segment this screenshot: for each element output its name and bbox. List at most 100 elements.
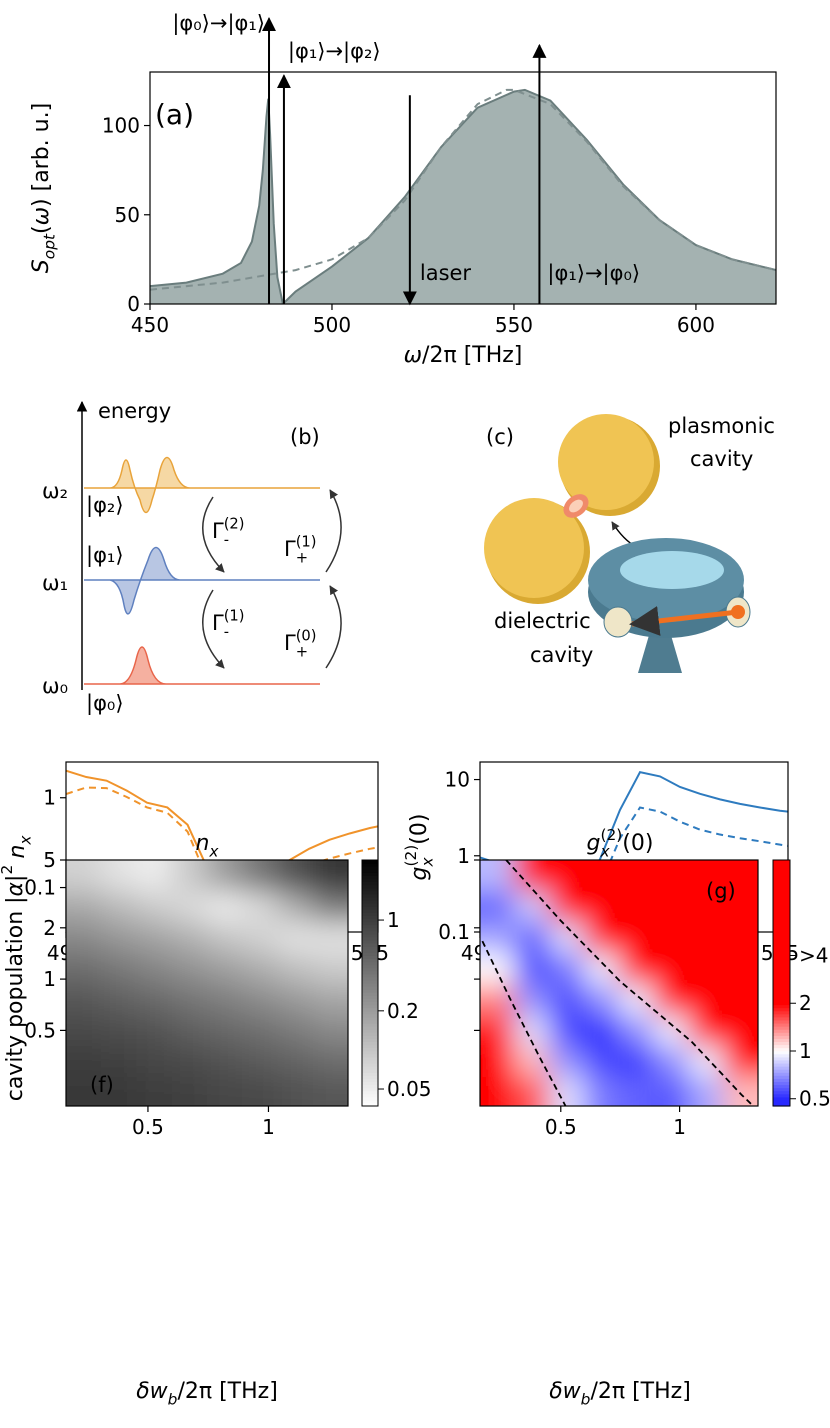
plot-frame [65, 859, 349, 1107]
colorbar-stripe [773, 1093, 790, 1098]
y-axis-label: cavity population |α|2 [0, 865, 28, 1102]
text-part: /2π [THz] [422, 343, 522, 368]
colorbar-stripe [773, 866, 790, 870]
state-label: |φ₁⟩ [86, 543, 124, 568]
colorbar-stripe [362, 887, 378, 892]
colorbar-stripe [773, 1072, 790, 1076]
hotspot [569, 499, 583, 513]
colorbar-stripe [362, 1075, 378, 1079]
heatmap-cell [242, 890, 279, 923]
y-tick-label: 0.5 [24, 1018, 56, 1042]
text-part: n [5, 845, 30, 859]
colorbar-stripe [362, 1102, 378, 1107]
heatmap-cell [584, 860, 620, 892]
heatmap-cell [207, 890, 243, 923]
colorbar-stripe [362, 943, 378, 947]
colorbar-stripe [773, 860, 790, 864]
heatmap-cell [171, 890, 208, 923]
colorbar-stripe [773, 1010, 790, 1015]
heatmap-cells [66, 860, 348, 1106]
text-part: g [587, 831, 601, 856]
contour-line [505, 860, 754, 1106]
y-axis-label: gx(2)(0) [402, 814, 437, 881]
heatmap-cell [136, 890, 173, 923]
heatmap-cell [480, 860, 516, 892]
colorbar-stripe [773, 927, 790, 932]
colorbar-stripe [773, 903, 790, 907]
colorbar-stripe [362, 1047, 378, 1052]
colorbar-stripe [362, 906, 378, 910]
colorbar-stripe [362, 949, 378, 953]
colorbar-stripe [362, 967, 378, 972]
plot-area [66, 860, 348, 1106]
heatmap-cell [584, 890, 620, 923]
colorbar-stripe [362, 915, 378, 920]
colorbar-stripe [362, 933, 378, 938]
text-part: Γ [212, 611, 224, 635]
heatmap-cell [101, 1075, 138, 1106]
x-tick-label: 1 [262, 1115, 275, 1139]
colorbar-stripe [773, 909, 790, 913]
heatmap-cell [101, 921, 138, 954]
panel-label: (g) [706, 879, 736, 903]
text-part: /2π [THz] [177, 1379, 277, 1404]
text-part: - [224, 623, 229, 640]
colorbar-stripe [362, 986, 378, 990]
colorbar-stripe [773, 986, 790, 990]
wavefunction [84, 646, 320, 685]
colorbar-stripe [362, 958, 378, 963]
heatmap-cell [688, 890, 724, 923]
heatmap-cell [136, 952, 173, 985]
mode-spot [603, 606, 633, 638]
colorbar-stripe [362, 896, 378, 901]
heatmap-cell [619, 890, 655, 923]
heatmap-cell [207, 860, 243, 892]
wavefunction [84, 546, 320, 615]
heatmap-cell [66, 1014, 102, 1046]
y-tick-label: 0 [127, 292, 140, 316]
colorbar-stripe [362, 961, 378, 966]
colorbar-stripe [362, 863, 378, 867]
heatmap-cell [549, 890, 585, 923]
colorbar-label: 0.5 [799, 1087, 830, 1111]
colorbar-stripe [773, 1038, 790, 1043]
heatmap-cell [480, 921, 516, 954]
heatmap-cell [723, 921, 758, 954]
colorbar-stripe [362, 890, 378, 895]
heatmap-cell [277, 983, 314, 1015]
heatmap-cell [584, 1045, 620, 1077]
colorbar-label: 1 [387, 908, 400, 932]
heatmap-cell [312, 860, 348, 892]
colorbar-stripe [362, 992, 378, 996]
colorbar-stripe [773, 1050, 790, 1055]
colorbar-stripe [362, 1010, 378, 1015]
heatmap-cell [723, 890, 758, 923]
text-part: + [296, 643, 308, 660]
text-part: x [599, 843, 610, 861]
annotation-label: |φ₁⟩→|φ₀⟩ [547, 261, 640, 286]
heatmap-cell [723, 860, 758, 892]
colorbar-stripe [773, 992, 790, 996]
heatmap-cell [653, 1045, 690, 1077]
heatmap-cell [312, 921, 348, 954]
heatmap-cell [136, 1045, 173, 1077]
heatmap-cell [653, 1075, 690, 1106]
heatmap-cell [101, 983, 138, 1015]
text-part: n [195, 831, 209, 856]
sphere [484, 498, 584, 598]
text-part: x [17, 835, 35, 846]
colorbar-stripe [773, 1016, 790, 1021]
heatmap-cell [101, 1014, 138, 1046]
heatmap-cell [171, 983, 208, 1015]
y-tick-label: 2 [43, 916, 56, 940]
heatmap-cell [312, 1075, 348, 1106]
colorbar-stripe [362, 1044, 378, 1049]
heatmap-cell [584, 921, 620, 954]
text-part: (2) [224, 516, 245, 533]
heatmap-cell [723, 983, 758, 1015]
colorbar-stripe [773, 1029, 790, 1033]
caption: cavity [690, 447, 753, 471]
colorbar-frame [361, 859, 379, 1107]
heatmap-cell [101, 1045, 138, 1077]
heatmap-cell [207, 1075, 243, 1106]
